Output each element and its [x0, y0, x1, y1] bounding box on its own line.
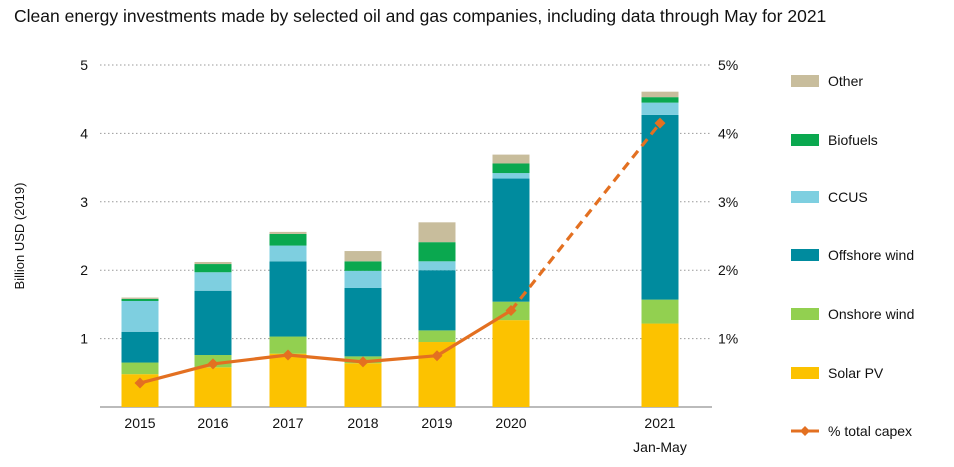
- bar-biofuels-2019: [418, 242, 456, 262]
- bar-solar-pv-2018: [344, 363, 382, 407]
- bar-solar-pv-2020: [492, 320, 530, 407]
- legend-label: Biofuels: [828, 132, 878, 148]
- legend-swatch: [791, 367, 819, 379]
- bar-other-2016: [194, 261, 232, 265]
- legend-swatch: [791, 75, 819, 87]
- x-tick-label: 2017: [272, 415, 303, 431]
- bar-other-2019: [418, 222, 456, 243]
- bar-ccus-2017: [269, 245, 307, 262]
- bar-offshore-wind-2021: [641, 114, 679, 300]
- bar-ccus-2020: [492, 173, 530, 179]
- x-tick-label: 2016: [197, 415, 228, 431]
- legend-label: Other: [828, 73, 863, 89]
- legend-label: Solar PV: [828, 365, 884, 381]
- y2-tick-label: 3%: [718, 194, 738, 210]
- capex-marker: [207, 358, 219, 370]
- bar-biofuels-2021: [641, 97, 679, 103]
- capex-line-solid: [139, 309, 512, 385]
- bar-ccus-2019: [418, 261, 456, 271]
- y-axis-label: Billion USD (2019): [12, 183, 27, 290]
- x-tick-sublabel: Jan-May: [633, 439, 687, 455]
- y2-tick-label: 2%: [718, 262, 738, 278]
- bar-ccus-2018: [344, 270, 382, 288]
- bar-solar-pv-2017: [269, 353, 307, 407]
- y-tick-label: 3: [80, 194, 88, 210]
- bar-offshore-wind-2018: [344, 287, 382, 357]
- chart-title: Clean energy investments made by selecte…: [14, 6, 827, 26]
- capex-marker: [134, 377, 146, 389]
- y-tick-label: 5: [80, 57, 88, 73]
- legend-label: Offshore wind: [828, 247, 914, 263]
- bar-onshore-wind-2015: [121, 362, 159, 375]
- bar-other-2017: [269, 231, 307, 234]
- x-tick-label: 2018: [347, 415, 378, 431]
- bar-biofuels-2017: [269, 233, 307, 246]
- legend-swatch: [791, 191, 819, 203]
- bar-biofuels-2015: [121, 298, 159, 301]
- y2-tick-label: 1%: [718, 331, 738, 347]
- bar-biofuels-2018: [344, 261, 382, 271]
- capex-marker: [282, 349, 294, 361]
- legend-swatch: [791, 249, 819, 261]
- legend-swatch: [791, 308, 819, 320]
- capex-line-dashed: [509, 122, 662, 312]
- legend-swatch: [791, 134, 819, 146]
- x-tick-label: 2021: [644, 415, 675, 431]
- legend-label: % total capex: [828, 423, 912, 439]
- bar-offshore-wind-2017: [269, 261, 307, 337]
- bar-other-2015: [121, 297, 159, 299]
- y-tick-label: 1: [80, 331, 88, 347]
- bar-ccus-2015: [121, 300, 159, 332]
- bar-ccus-2016: [194, 272, 232, 291]
- legend-label: Onshore wind: [828, 306, 914, 322]
- bar-ccus-2021: [641, 102, 679, 115]
- capex-marker: [431, 350, 443, 362]
- bar-offshore-wind-2016: [194, 290, 232, 356]
- capex-marker: [505, 305, 517, 317]
- bar-other-2018: [344, 251, 382, 262]
- bar-other-2021: [641, 91, 679, 98]
- y2-tick-label: 4%: [718, 125, 738, 141]
- capex-marker: [654, 117, 666, 129]
- bar-offshore-wind-2015: [121, 331, 159, 363]
- legend-line-marker: [800, 426, 810, 436]
- bar-solar-pv-2016: [194, 367, 232, 407]
- bar-biofuels-2016: [194, 264, 232, 273]
- capex-marker: [357, 356, 369, 368]
- bar-onshore-wind-2021: [641, 299, 679, 324]
- x-tick-label: 2019: [421, 415, 452, 431]
- bar-onshore-wind-2019: [418, 330, 456, 343]
- bar-other-2020: [492, 154, 530, 164]
- y2-tick-label: 5%: [718, 57, 738, 73]
- bar-offshore-wind-2020: [492, 178, 530, 302]
- bar-offshore-wind-2019: [418, 270, 456, 331]
- y-tick-label: 4: [80, 125, 88, 141]
- legend-label: CCUS: [828, 189, 868, 205]
- y-tick-label: 2: [80, 262, 88, 278]
- bar-solar-pv-2021: [641, 323, 679, 407]
- x-tick-label: 2020: [495, 415, 526, 431]
- x-tick-label: 2015: [124, 415, 155, 431]
- bar-biofuels-2020: [492, 163, 530, 174]
- bar-onshore-wind-2017: [269, 336, 307, 354]
